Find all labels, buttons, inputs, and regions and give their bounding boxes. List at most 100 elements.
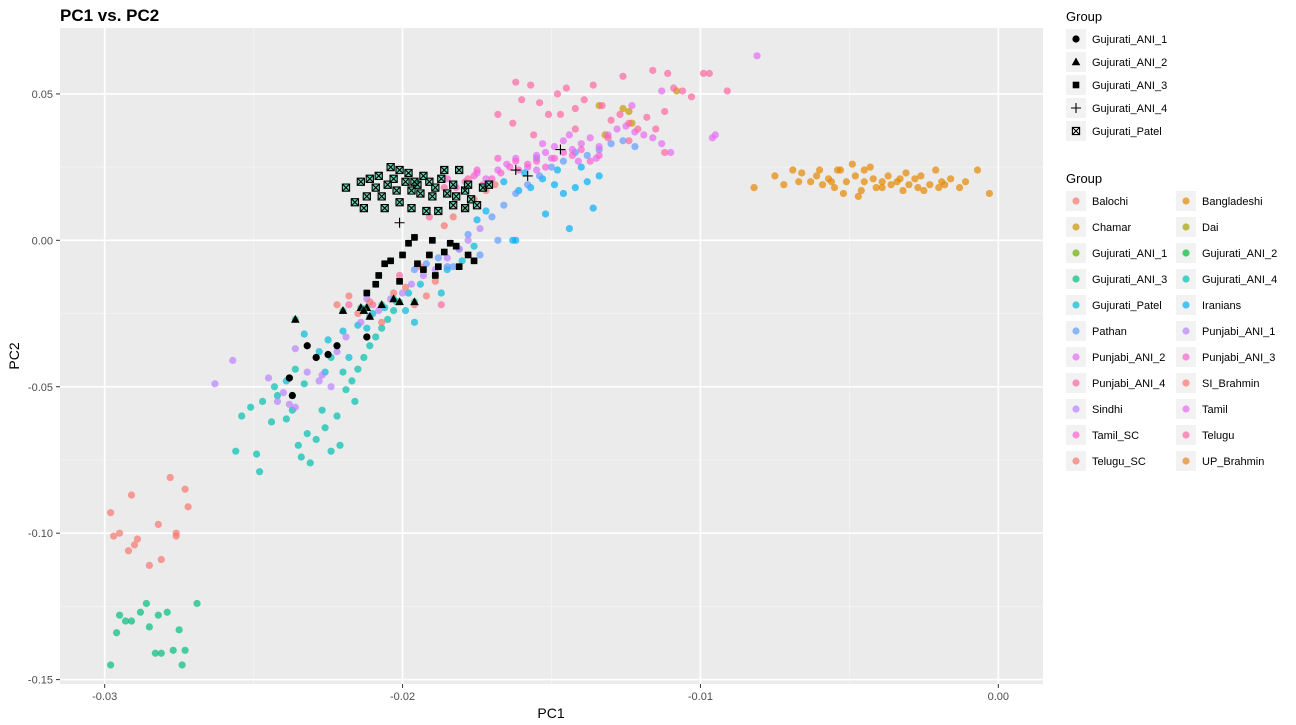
legend-color-dot <box>1072 301 1080 309</box>
legend-color-dot <box>1182 457 1190 465</box>
point-si-brahmin <box>494 236 502 244</box>
point-punjabi-ani-1 <box>470 242 478 250</box>
point-punjabi-ani-1 <box>401 307 410 315</box>
point-pathan <box>336 441 344 449</box>
point-gujurati-patel <box>428 192 437 201</box>
point-si-brahmin <box>535 172 544 180</box>
point-bangladeshi <box>955 184 964 192</box>
point-gujurati-patel <box>377 192 386 201</box>
point-sindhi <box>291 403 299 411</box>
x-tick-label: -0.02 <box>390 691 415 703</box>
point-telugu <box>556 110 565 118</box>
legend-color-dot <box>1072 405 1080 413</box>
point-telugu <box>649 66 657 75</box>
point-si-brahmin <box>488 213 496 221</box>
point-telugu-sc <box>491 181 499 189</box>
point-tamil-sc <box>506 163 514 171</box>
point-telugu <box>562 84 570 92</box>
legend-color-dot <box>1072 431 1080 439</box>
point-gujurati-ani-3 <box>446 239 454 247</box>
point-tamil-sc <box>533 157 541 165</box>
x-axis-title: PC1 <box>537 705 564 721</box>
point-bangladeshi <box>905 181 913 189</box>
point-gujurati-ani-3 <box>405 239 412 247</box>
point-gujurati-patel <box>431 183 440 192</box>
point-balochi <box>115 529 124 537</box>
point-gujurati-ani-2 <box>365 311 375 320</box>
point-bangladeshi <box>798 169 806 177</box>
point-pathan <box>273 391 282 400</box>
legend-label: Gujurati_ANI_4 <box>1202 274 1277 286</box>
point-bangladeshi <box>827 178 836 186</box>
point-gujurati-patel <box>422 206 431 216</box>
point-sindhi <box>211 380 219 388</box>
point-gujurati-patel <box>410 177 419 186</box>
point-gujurati-patel <box>389 174 398 183</box>
y-axis-title: PC2 <box>6 342 22 369</box>
point-pathan <box>333 412 341 420</box>
point-gujurati-ani-2 <box>377 300 387 309</box>
legend-color-dot <box>1072 275 1080 283</box>
point-si-brahmin <box>631 143 639 151</box>
point-pathan <box>267 418 276 426</box>
point-bangladeshi <box>842 178 851 186</box>
legend-color-dot <box>1182 431 1190 439</box>
point-pathan <box>321 424 329 432</box>
point-chamar <box>625 107 633 116</box>
point-pathan <box>372 333 380 341</box>
point-pathan <box>354 365 362 373</box>
point-tamil <box>565 131 573 139</box>
point-telugu-sc <box>440 222 448 230</box>
point-telugu-sc <box>449 213 457 221</box>
point-telugu <box>634 125 642 133</box>
point-telugu <box>580 96 588 104</box>
point-gujurati-ani-3 <box>396 278 403 285</box>
legend-shape-plus <box>1071 103 1081 113</box>
point-gujurati-ani-4 <box>522 170 533 181</box>
point-gujurati-patel <box>193 599 201 608</box>
point-gujurati-patel <box>392 186 401 195</box>
point-gujurati-ani-3 <box>470 257 478 265</box>
point-balochi <box>145 561 153 569</box>
point-telugu <box>625 119 633 127</box>
point-bangladeshi <box>935 184 943 192</box>
legend-label: Telugu_SC <box>1092 456 1146 468</box>
legend-color-dot <box>1182 223 1190 231</box>
point-gujurati-ani-3 <box>381 260 388 268</box>
legend-label: Punjabi_ANI_1 <box>1202 326 1275 338</box>
color-legend-title: Group <box>1066 171 1102 186</box>
point-telugu <box>437 301 445 309</box>
legend-label: Gujurati_ANI_1 <box>1092 248 1167 260</box>
point-gujurati-ani-1 <box>312 353 320 362</box>
point-telugu <box>535 99 544 107</box>
legend-label: Punjabi_ANI_4 <box>1092 378 1165 390</box>
point-pathan <box>390 307 398 315</box>
point-gujurati-ani-4 <box>510 165 521 176</box>
point-gujurati-ani-1 <box>288 391 296 400</box>
point-balochi <box>107 509 115 517</box>
point-telugu-sc <box>366 298 374 306</box>
point-sindhi <box>342 333 350 341</box>
legend-label: Gujurati_ANI_3 <box>1092 274 1167 286</box>
point-bangladeshi <box>920 186 928 195</box>
y-tick-label: 0.00 <box>32 235 53 247</box>
legend-color-dot <box>1182 275 1190 283</box>
point-sindhi <box>464 236 472 244</box>
point-pathan <box>291 365 299 373</box>
legend-label: Iranians <box>1202 300 1242 312</box>
point-punjabi-ani-3 <box>595 172 603 180</box>
point-tamil <box>538 140 547 148</box>
legend-label: Balochi <box>1092 196 1128 208</box>
legend-color-dot <box>1072 197 1080 205</box>
point-tamil-sc <box>586 157 594 165</box>
legend-color-dot <box>1182 301 1190 309</box>
point-gujurati-patel <box>395 198 404 207</box>
point-gujurati-ani-2 <box>395 297 404 306</box>
point-telugu-sc <box>422 292 430 300</box>
point-telugu <box>345 301 353 309</box>
point-bangladeshi <box>771 172 779 180</box>
point-gujurati-ani-1 <box>285 374 293 382</box>
legend-label: Gujurati_ANI_3 <box>1092 80 1167 92</box>
point-gujurati-patel <box>157 649 165 657</box>
